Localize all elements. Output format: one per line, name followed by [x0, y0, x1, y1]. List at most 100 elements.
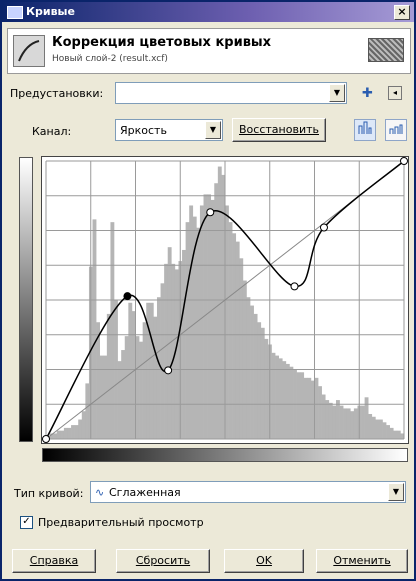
histogram-bar [160, 283, 165, 439]
dialog-title: Коррекция цветовых кривых [52, 35, 272, 50]
curve-type-combo[interactable]: ∿ Сглаженная ▼ [90, 481, 406, 503]
histogram-bar [124, 336, 129, 439]
histogram-bar [60, 430, 65, 439]
histogram-bar [81, 411, 86, 439]
presets-combo[interactable]: ▼ [115, 82, 347, 104]
histogram-bar [67, 427, 72, 439]
preview-label[interactable]: Предварительный просмотр [38, 516, 204, 529]
curve-control-point[interactable] [123, 292, 132, 301]
curve-editor[interactable] [41, 156, 409, 444]
histogram-bar [92, 219, 97, 439]
reset-channel-label: Восстановить [239, 123, 319, 136]
cancel-button[interactable]: Отменить [316, 549, 408, 573]
histogram-bar [78, 419, 83, 439]
dropdown-arrow-icon[interactable]: ▼ [329, 84, 345, 102]
histogram-bar [314, 377, 319, 439]
histogram-bar [185, 222, 190, 439]
histogram-bar [285, 363, 290, 439]
histogram-bar [142, 322, 147, 439]
histogram-bar [400, 433, 405, 439]
histogram-bar [49, 433, 54, 439]
dropdown-arrow-icon[interactable]: ▼ [388, 483, 404, 501]
histogram-bar [364, 397, 369, 439]
histogram-bar [321, 394, 326, 439]
reset-button[interactable]: Сбросить [116, 549, 210, 573]
curve-control-point[interactable] [400, 157, 408, 165]
histogram-bar [386, 425, 390, 439]
histogram-bar [121, 350, 126, 439]
histogram-bar [146, 302, 151, 439]
curve-control-point[interactable] [42, 435, 50, 443]
close-button[interactable]: × [394, 5, 410, 20]
histogram-bar [156, 297, 161, 439]
title-bar: Кривые × [2, 2, 414, 22]
histogram-bar [328, 402, 333, 439]
histogram-bar [350, 411, 355, 439]
layer-thumbnail [368, 38, 404, 62]
help-label: Справка [29, 554, 79, 567]
histogram-bar [235, 241, 240, 439]
ok-button[interactable]: OK [224, 549, 304, 573]
output-gradient-bar [19, 157, 33, 442]
window-title: Кривые [26, 5, 75, 18]
histogram-bar [199, 205, 204, 439]
histogram-bar [174, 269, 179, 439]
histogram-bar [289, 366, 294, 439]
ok-label: OK [256, 554, 272, 567]
histogram-bar [221, 174, 226, 439]
dialog-header: Коррекция цветовых кривых Новый слой-2 (… [7, 28, 411, 74]
linear-histogram-icon[interactable] [354, 119, 376, 141]
histogram-bar [171, 263, 176, 439]
histogram-bar [378, 419, 383, 439]
channel-combo[interactable]: Яркость ▼ [115, 119, 223, 141]
histogram-bar [278, 358, 283, 439]
add-preset-icon[interactable]: ✚ [362, 86, 373, 101]
histogram-bar [225, 205, 229, 439]
presets-label: Предустановки: [10, 87, 104, 100]
histogram-bar [149, 302, 154, 439]
histogram-bar [228, 222, 233, 439]
histogram-bar [210, 199, 215, 439]
preview-checkbox[interactable]: ✓ [20, 516, 33, 529]
log-histogram-icon[interactable] [385, 119, 407, 141]
histogram-bar [393, 430, 398, 439]
histogram-bar [135, 336, 140, 439]
histogram-bar [71, 425, 75, 439]
histogram-bar [382, 422, 387, 439]
histogram-bar [389, 427, 394, 439]
curve-type-value: Сглаженная [109, 486, 181, 499]
help-button[interactable]: Справка [12, 549, 96, 573]
histogram-bar [207, 194, 211, 439]
curve-control-point[interactable] [164, 366, 173, 375]
histogram-bar [106, 313, 111, 439]
histogram-bar [307, 377, 312, 439]
histogram-bar [343, 408, 348, 439]
curve-control-point[interactable] [290, 282, 299, 291]
histogram-bar [217, 166, 222, 439]
histogram-bar [96, 322, 100, 439]
histogram-bar [264, 338, 269, 439]
histogram-bar [361, 405, 365, 439]
histogram-bar [300, 372, 305, 439]
histogram-bar [368, 413, 373, 439]
dropdown-arrow-icon[interactable]: ▼ [205, 121, 221, 139]
histogram-bar [203, 194, 208, 439]
histogram-bar [310, 380, 315, 439]
channel-label: Канал: [32, 125, 72, 138]
reset-channel-button[interactable]: Восстановить [232, 118, 326, 142]
histogram-bar [318, 386, 322, 439]
preset-menu-icon[interactable]: ◂ [388, 86, 402, 100]
reset-label: Сбросить [135, 554, 191, 567]
histogram-bar [63, 427, 68, 439]
histogram-bar [246, 297, 251, 439]
curve-control-point[interactable] [206, 208, 215, 217]
histogram-bar [196, 227, 201, 439]
curve-control-point[interactable] [319, 223, 328, 232]
curve-plot[interactable] [42, 157, 408, 443]
histogram-bar [110, 222, 115, 439]
histogram-bar [257, 322, 262, 439]
histogram-bar [74, 425, 79, 439]
histogram-bar [99, 355, 104, 439]
histogram-bar [85, 383, 90, 439]
smooth-curve-icon: ∿ [95, 486, 105, 499]
